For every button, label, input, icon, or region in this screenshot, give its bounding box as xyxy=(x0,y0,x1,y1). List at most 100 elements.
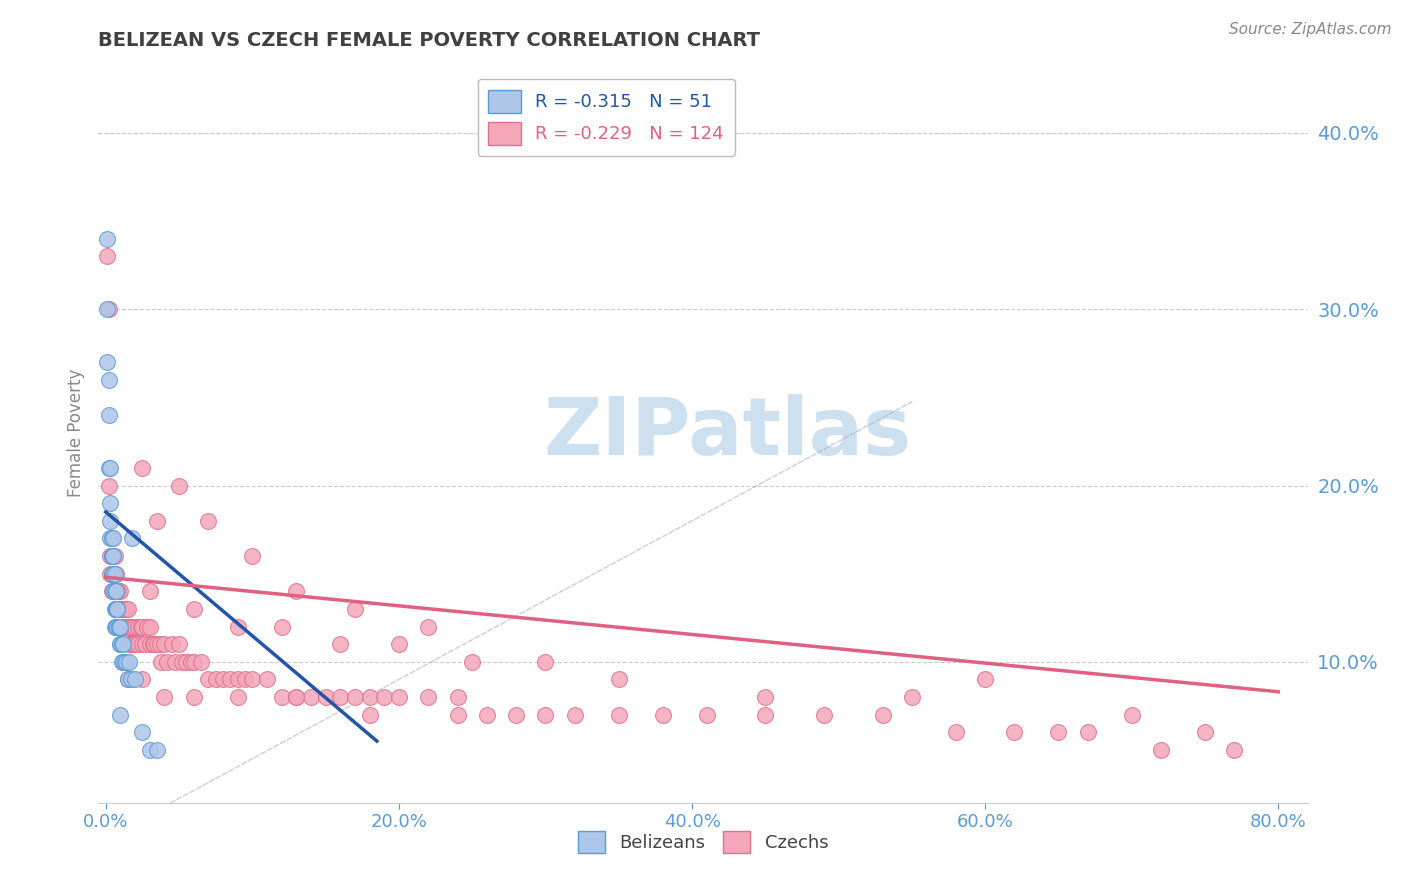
Point xyxy=(101,549,124,563)
Point xyxy=(112,637,135,651)
Point xyxy=(150,655,173,669)
Point xyxy=(974,673,997,687)
Point xyxy=(115,619,138,633)
Point xyxy=(96,232,118,246)
Point xyxy=(226,673,249,687)
Point xyxy=(103,566,125,581)
Point xyxy=(107,584,129,599)
Point xyxy=(98,496,121,510)
Point xyxy=(127,637,149,651)
Point xyxy=(107,602,129,616)
Point xyxy=(105,566,128,581)
Point xyxy=(100,532,122,546)
Point xyxy=(108,619,131,633)
Point xyxy=(446,690,468,704)
Point xyxy=(101,566,124,581)
Point xyxy=(176,655,198,669)
Point xyxy=(204,673,226,687)
Point xyxy=(167,637,190,651)
Point xyxy=(153,637,176,651)
Point xyxy=(285,584,308,599)
Point xyxy=(117,602,139,616)
Point xyxy=(101,549,124,563)
Point xyxy=(359,707,381,722)
Point xyxy=(461,655,484,669)
Point xyxy=(108,619,131,633)
Point xyxy=(754,707,776,722)
Point xyxy=(111,602,134,616)
Point xyxy=(1194,725,1216,739)
Point xyxy=(183,655,205,669)
Point xyxy=(124,637,146,651)
Point xyxy=(233,673,256,687)
Point xyxy=(872,707,894,722)
Point xyxy=(197,514,219,528)
Point xyxy=(240,549,263,563)
Point xyxy=(101,584,124,599)
Point xyxy=(146,743,169,757)
Point xyxy=(138,619,160,633)
Point xyxy=(97,461,120,475)
Point xyxy=(153,690,176,704)
Point xyxy=(105,602,128,616)
Point xyxy=(1223,743,1246,757)
Point xyxy=(112,655,135,669)
Point xyxy=(418,690,440,704)
Point xyxy=(138,743,160,757)
Point xyxy=(97,478,120,492)
Point xyxy=(107,602,129,616)
Point xyxy=(131,725,153,739)
Point xyxy=(901,690,924,704)
Point xyxy=(1077,725,1099,739)
Point xyxy=(122,637,145,651)
Point xyxy=(98,514,121,528)
Point xyxy=(110,637,132,651)
Point xyxy=(101,532,124,546)
Point xyxy=(100,549,122,563)
Point xyxy=(100,584,122,599)
Point xyxy=(115,602,138,616)
Point xyxy=(131,619,153,633)
Point xyxy=(534,655,557,669)
Point xyxy=(127,619,149,633)
Point xyxy=(112,619,135,633)
Point xyxy=(226,690,249,704)
Point xyxy=(124,673,146,687)
Point xyxy=(100,566,122,581)
Legend: Belizeans, Czechs: Belizeans, Czechs xyxy=(571,824,835,861)
Point xyxy=(96,355,118,369)
Point xyxy=(146,514,169,528)
Point xyxy=(110,637,132,651)
Point xyxy=(98,549,121,563)
Point xyxy=(110,584,132,599)
Point xyxy=(103,619,125,633)
Point xyxy=(120,637,142,651)
Point xyxy=(117,619,139,633)
Point xyxy=(388,637,411,651)
Point xyxy=(343,602,366,616)
Point xyxy=(134,637,156,651)
Point xyxy=(100,566,122,581)
Point xyxy=(121,619,143,633)
Point xyxy=(343,690,366,704)
Point xyxy=(651,707,673,722)
Point xyxy=(107,619,129,633)
Point xyxy=(131,637,153,651)
Point xyxy=(388,690,411,704)
Point xyxy=(121,532,143,546)
Point xyxy=(115,655,138,669)
Point xyxy=(97,373,120,387)
Point xyxy=(103,549,125,563)
Point xyxy=(111,655,134,669)
Point xyxy=(120,619,142,633)
Point xyxy=(240,673,263,687)
Point xyxy=(418,619,440,633)
Point xyxy=(107,584,129,599)
Point xyxy=(98,566,121,581)
Y-axis label: Female Poverty: Female Poverty xyxy=(66,368,84,497)
Point xyxy=(607,673,630,687)
Point xyxy=(156,655,179,669)
Point xyxy=(446,707,468,722)
Point xyxy=(373,690,395,704)
Point xyxy=(101,584,124,599)
